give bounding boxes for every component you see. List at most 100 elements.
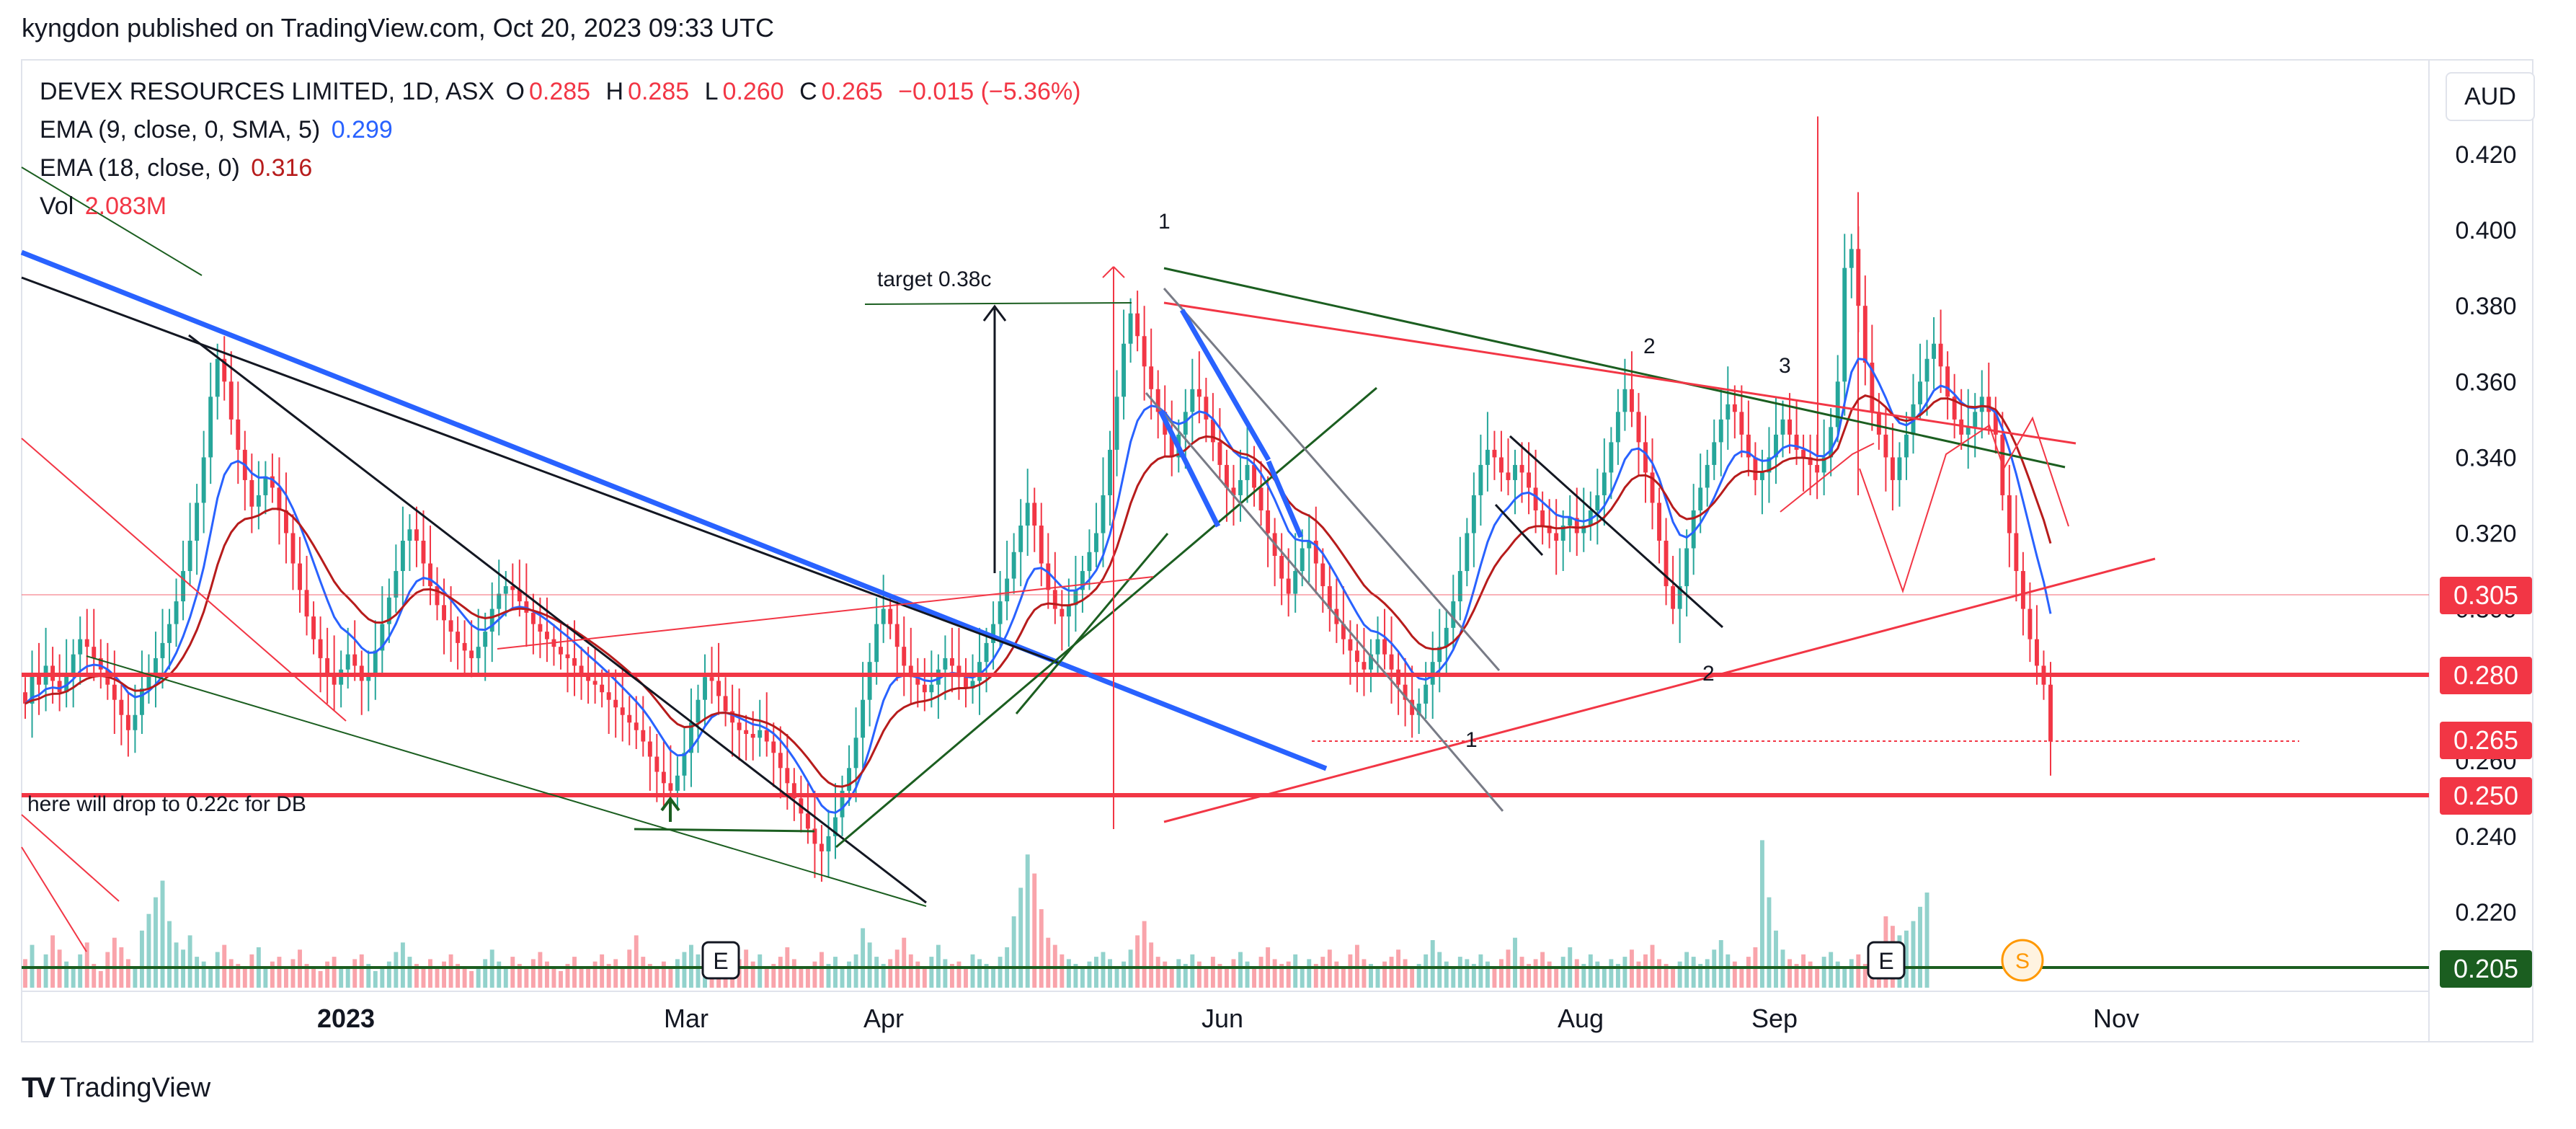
- volume-bar: [565, 964, 570, 988]
- candle-body: [228, 381, 234, 420]
- candle: [764, 692, 769, 757]
- candle-body: [1712, 442, 1717, 465]
- currency-button[interactable]: AUD: [2446, 72, 2535, 121]
- volume-bar: [1664, 964, 1669, 988]
- earnings-marker-2[interactable]: E: [1867, 941, 1906, 980]
- candle: [785, 734, 790, 810]
- candle: [2034, 605, 2039, 685]
- candle-body: [1849, 249, 1854, 268]
- volume-bar: [1362, 959, 1367, 988]
- candle-body: [1437, 647, 1442, 663]
- candle: [201, 430, 206, 533]
- candle: [1698, 453, 1703, 533]
- volume-bar: [386, 961, 391, 988]
- volume-bar: [1829, 952, 1834, 988]
- candle: [1774, 397, 1778, 484]
- red-rising-channel: [1163, 557, 2156, 823]
- candle-body: [1313, 541, 1318, 564]
- gray-channel-2: [1145, 392, 1504, 812]
- volume-bar: [1540, 952, 1545, 988]
- candle-body: [456, 632, 461, 643]
- candle: [1506, 438, 1511, 495]
- candle: [696, 684, 701, 753]
- candle: [826, 810, 831, 878]
- volume-bar: [922, 966, 927, 988]
- candle: [1718, 389, 1723, 477]
- candle: [1307, 514, 1312, 583]
- green-uptrend-2: [1015, 533, 1169, 714]
- split-marker[interactable]: S: [2001, 939, 2044, 982]
- price-tick-0: 0.420: [2455, 141, 2516, 169]
- candle-body: [956, 665, 961, 678]
- volume-bar: [771, 964, 776, 988]
- split-marker-label: S: [2015, 949, 2030, 973]
- candle-body: [263, 476, 268, 495]
- ema18-legend[interactable]: EMA (18, close, 0) 0.316: [40, 154, 316, 182]
- candle-body: [483, 632, 488, 647]
- candle: [1691, 484, 1696, 575]
- candle: [682, 726, 687, 791]
- volume-bar: [469, 970, 474, 988]
- candle-body: [1266, 510, 1271, 533]
- candle: [1650, 438, 1655, 530]
- volume-bar: [1437, 952, 1442, 988]
- volume-bar: [1862, 964, 1867, 988]
- candle-body: [1300, 548, 1305, 572]
- target-line: [864, 302, 1132, 305]
- candle-body: [1739, 412, 1744, 435]
- tradingview-logo[interactable]: TV TradingView: [22, 1072, 210, 1104]
- volume-bar: [1258, 957, 1263, 988]
- candle-body: [400, 541, 405, 572]
- volume-bar: [964, 966, 968, 988]
- red-oct-zigzag: [1859, 416, 2069, 594]
- time-axis[interactable]: 2023 Mar Apr Jun Aug Sep Nov: [317, 1004, 2139, 1033]
- candle-body: [1979, 397, 1984, 412]
- volume-bar: [1046, 937, 1051, 988]
- candle: [634, 696, 639, 750]
- candle-body: [620, 707, 625, 715]
- trendlines: [20, 167, 2156, 952]
- volume-bar: [373, 970, 378, 988]
- candle-body: [668, 783, 673, 791]
- candle-body: [489, 608, 494, 632]
- candle-body: [208, 397, 213, 458]
- volume-bar: [675, 959, 680, 988]
- red-lower-wedge: [1163, 301, 2077, 445]
- candle: [1835, 355, 1840, 443]
- volume-bar: [1389, 957, 1394, 988]
- candle: [421, 510, 426, 587]
- candle-body: [1142, 336, 1147, 367]
- candle-body: [2020, 571, 2025, 609]
- candle: [1094, 502, 1098, 567]
- volume-bar: [1416, 964, 1421, 988]
- candle: [1142, 306, 1147, 401]
- volume-bar: [530, 959, 536, 988]
- volume-legend[interactable]: Vol 2.083M: [40, 192, 171, 221]
- candle: [1135, 291, 1140, 352]
- volume-bar: [1444, 961, 1449, 988]
- volume-bar: [902, 937, 907, 988]
- candle: [174, 578, 179, 647]
- volume-bar: [448, 954, 453, 988]
- candle: [43, 627, 48, 712]
- volume-bar: [154, 897, 158, 988]
- candle: [1190, 358, 1195, 443]
- wave-label-3: 3: [1779, 354, 1791, 378]
- candle: [483, 612, 488, 681]
- red-diag-1: [21, 438, 347, 722]
- candle: [1574, 487, 1579, 557]
- candle: [187, 502, 192, 587]
- earnings-marker-1[interactable]: E: [701, 941, 740, 980]
- candle-body: [428, 563, 432, 587]
- candle-body: [586, 673, 591, 681]
- volume-bar: [559, 970, 563, 988]
- candle: [1382, 608, 1387, 670]
- ema9-legend[interactable]: EMA (9, close, 0, SMA, 5) 0.299: [40, 116, 397, 144]
- candle-body: [778, 753, 783, 769]
- symbol-name[interactable]: DEVEX RESOURCES LIMITED, 1D, ASX: [40, 78, 495, 105]
- volume-bar: [187, 935, 192, 988]
- candle: [400, 506, 405, 606]
- volume-bar: [332, 957, 337, 988]
- candle-body: [1114, 397, 1119, 450]
